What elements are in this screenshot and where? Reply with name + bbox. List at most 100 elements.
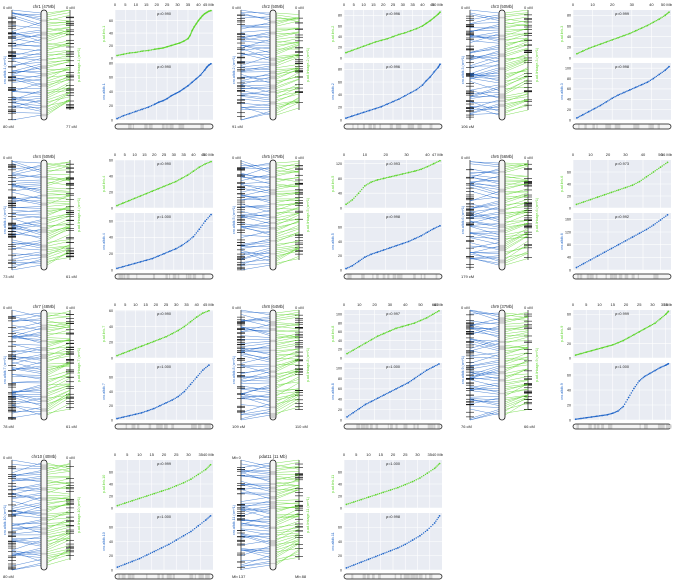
data-point: [433, 312, 436, 315]
data-point: [408, 92, 410, 95]
data-point: [138, 261, 140, 263]
blue-link: [469, 206, 500, 217]
data-point: [410, 540, 412, 542]
data-point: [642, 376, 644, 379]
data-point: [642, 83, 644, 85]
data-point: [200, 165, 202, 168]
data-point: [619, 340, 622, 343]
data-point: [601, 414, 604, 417]
blue-link: [11, 309, 42, 318]
green-link: [46, 50, 71, 57]
data-point: [195, 232, 198, 234]
data-point: [665, 13, 667, 16]
x-tick-label: 30: [174, 302, 179, 307]
x-tick-label: 10: [363, 152, 368, 157]
chromosome-band: [270, 486, 276, 490]
data-point: [138, 195, 140, 198]
data-point: [169, 400, 172, 402]
data-point: [605, 193, 607, 195]
green-link: [504, 400, 529, 416]
chromosome-band: [499, 53, 505, 58]
bottom-chromosome-band: [593, 424, 597, 429]
bottom-chromosome-band: [606, 124, 610, 129]
blue-link: [469, 327, 500, 335]
green-link: [504, 348, 529, 352]
data-point: [177, 538, 179, 540]
blue-link: [469, 338, 500, 346]
chromosome-band: [499, 248, 505, 252]
data-point: [378, 554, 381, 556]
green-link: [275, 68, 300, 72]
y-tick-label: 40: [338, 192, 342, 196]
data-point: [210, 213, 212, 216]
bottom-chromosome-band: [395, 124, 400, 129]
data-point: [361, 188, 363, 191]
green-link: [504, 409, 529, 414]
data-point: [185, 86, 187, 88]
data-point: [185, 389, 187, 391]
data-point: [167, 97, 169, 99]
data-point: [184, 481, 187, 483]
bottom-chromosome-band: [430, 424, 434, 429]
left-axis-label: cro.altdk.2 (cm*1): [232, 56, 236, 84]
data-point: [352, 411, 355, 414]
data-point: [192, 80, 194, 83]
data-point: [432, 72, 434, 74]
data-point: [634, 86, 637, 89]
right-top-cm: 0 cM: [524, 305, 533, 310]
green-link: [504, 183, 529, 188]
data-point: [124, 114, 126, 116]
y-tick-label: 0: [111, 506, 113, 510]
data-point: [403, 384, 405, 386]
green-link: [46, 512, 71, 515]
data-point: [143, 411, 146, 413]
data-point: [433, 365, 436, 368]
data-point: [386, 103, 389, 106]
y-tick-label: 80: [338, 68, 342, 72]
data-point: [432, 524, 434, 526]
blue-link: [11, 487, 42, 495]
bottom-chromosome-band: [128, 124, 132, 129]
y-tick-label: 20: [338, 554, 342, 558]
data-point: [371, 495, 373, 497]
data-point: [389, 391, 391, 393]
data-point: [655, 321, 658, 323]
blue-link: [469, 211, 500, 218]
y-tick-label: 20: [109, 104, 113, 108]
x-tick-label: 20: [152, 152, 157, 157]
data-point: [144, 259, 146, 262]
blue-link: [240, 77, 271, 85]
data-point: [381, 178, 383, 180]
data-point: [421, 372, 423, 375]
bottom-chromosome-band: [125, 424, 128, 429]
blue-link: [240, 75, 271, 78]
data-point: [433, 70, 436, 73]
bottom-ideogram: [343, 423, 443, 430]
data-point: [652, 171, 655, 173]
link-lines: [11, 459, 71, 571]
green-link: [46, 34, 71, 42]
data-point: [182, 534, 185, 537]
data-point: [380, 492, 383, 494]
green-link: [46, 195, 71, 205]
green-link: [504, 93, 529, 103]
data-point: [623, 91, 625, 94]
bottom-chromosome-band: [172, 574, 175, 579]
data-point: [360, 561, 363, 564]
y-axis-label: cro.altdk.2: [331, 83, 335, 100]
data-point: [410, 481, 412, 484]
data-point: [408, 30, 410, 33]
data-point: [578, 353, 581, 355]
blue-link: [11, 358, 42, 365]
blue-link: [11, 477, 42, 483]
green-link: [275, 376, 300, 389]
right-top-cm: 0 cM: [66, 455, 75, 460]
blue-link: [240, 215, 271, 220]
data-point: [367, 110, 369, 112]
chromosome-band: [499, 365, 505, 368]
bottom-chromosome-band: [197, 424, 202, 429]
data-point: [608, 40, 610, 42]
green-link: [46, 316, 71, 319]
data-point: [581, 201, 583, 204]
